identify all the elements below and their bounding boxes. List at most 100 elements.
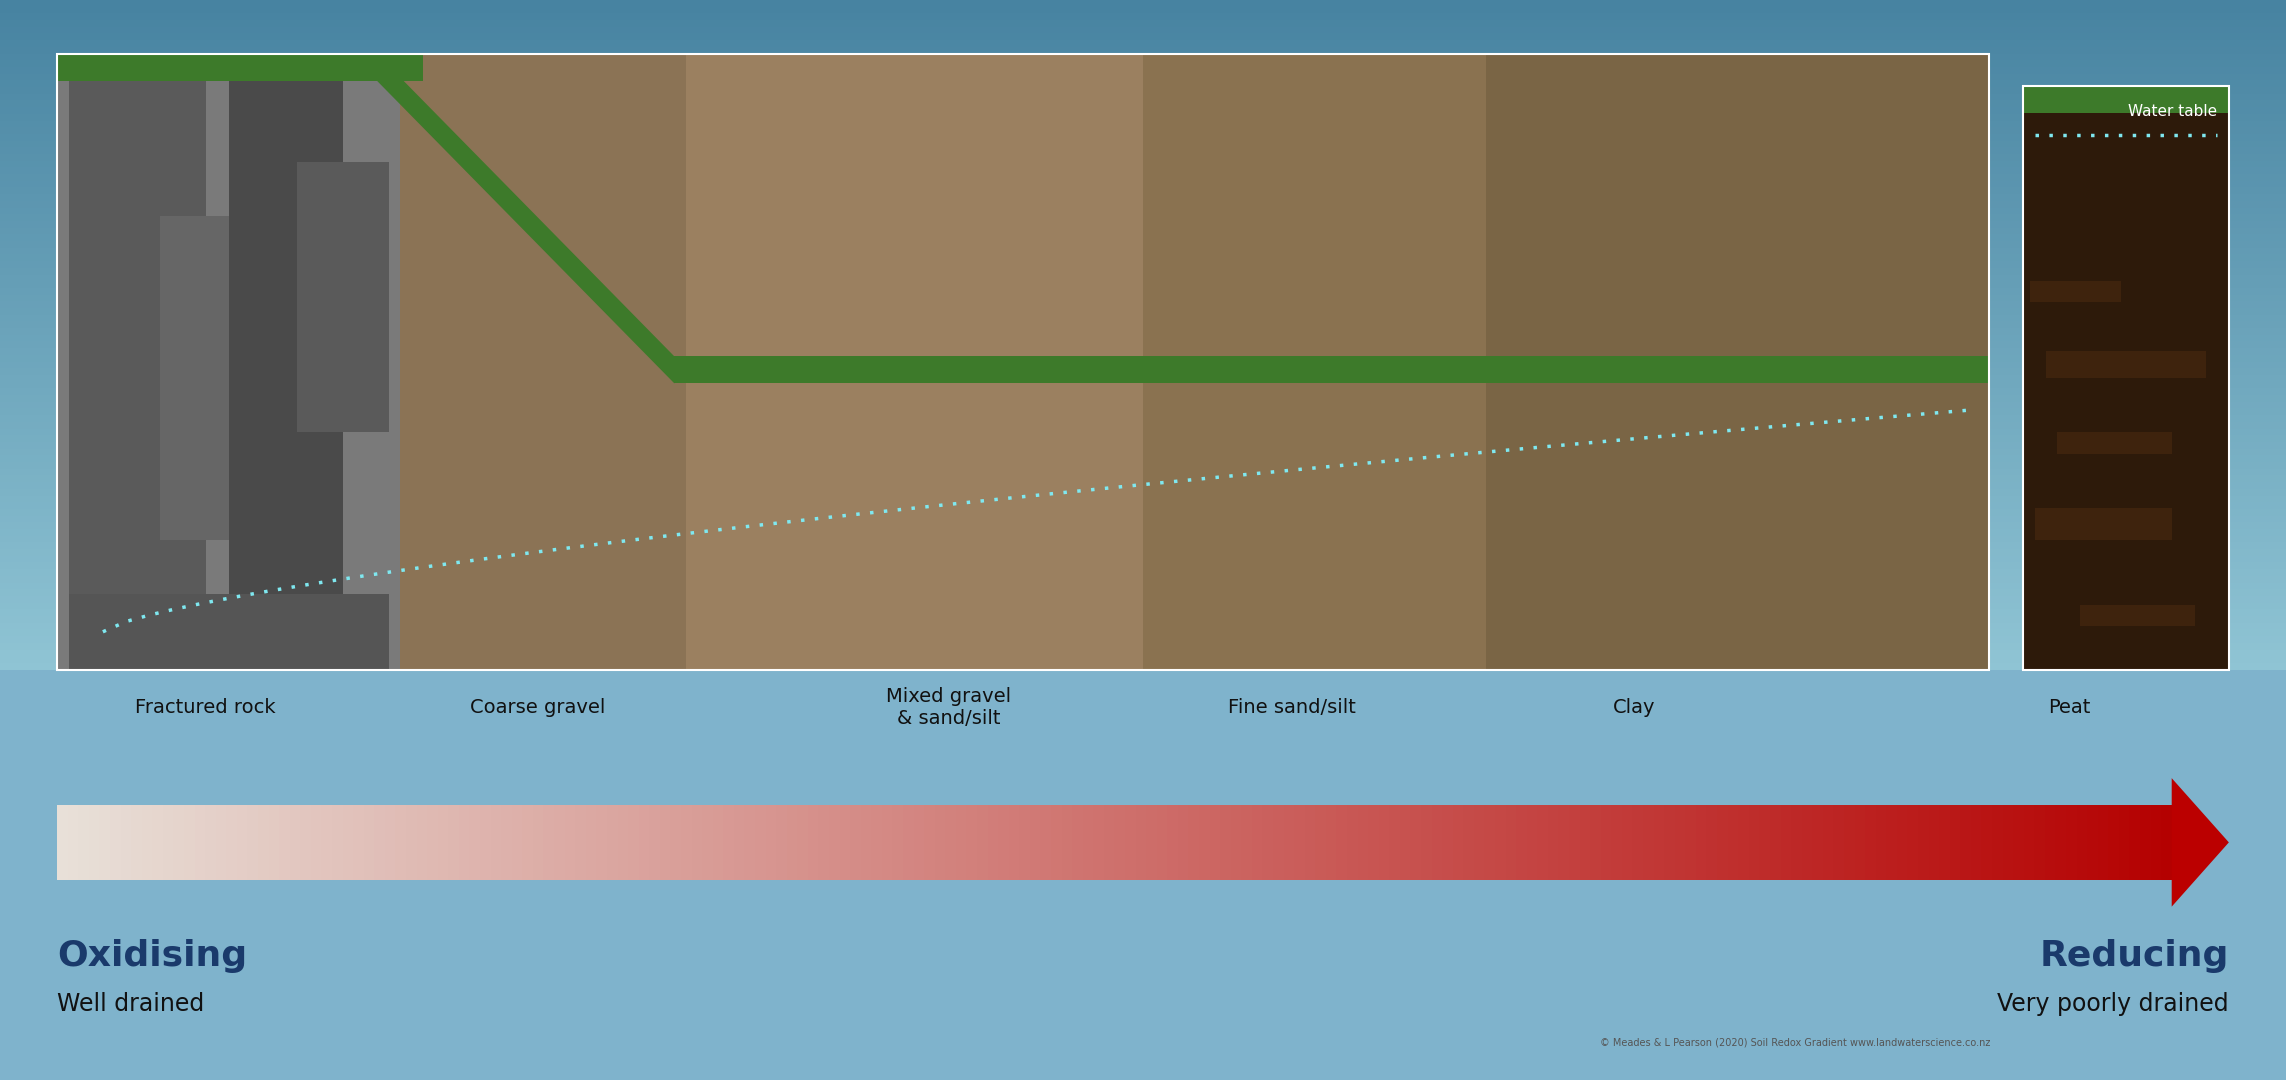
Bar <box>0 636 2286 643</box>
Bar <box>777 805 789 880</box>
Bar <box>110 805 123 880</box>
Bar <box>0 167 2286 174</box>
Text: Clay: Clay <box>1614 698 1655 717</box>
Bar <box>1612 805 1623 880</box>
Bar <box>0 596 2286 603</box>
Bar <box>1305 805 1317 880</box>
Bar <box>0 60 2286 67</box>
Bar <box>1939 805 1952 880</box>
Bar <box>229 54 343 648</box>
Bar <box>1769 805 1783 880</box>
Bar <box>0 21 2286 27</box>
Bar <box>1072 805 1086 880</box>
Bar <box>0 348 2286 355</box>
Bar <box>0 73 2286 80</box>
Bar <box>1442 805 1454 880</box>
Bar <box>1676 805 1687 880</box>
Bar <box>914 805 926 880</box>
Bar <box>363 805 377 880</box>
Bar <box>754 805 768 880</box>
Bar <box>0 596 2286 603</box>
Bar <box>0 80 2286 87</box>
Bar <box>160 216 251 540</box>
Bar <box>1845 805 1856 880</box>
Bar <box>1008 805 1022 880</box>
Bar <box>1390 805 1401 880</box>
Bar <box>0 121 2286 127</box>
Bar <box>0 295 2286 301</box>
Bar <box>0 649 2286 657</box>
Bar <box>0 194 2286 201</box>
Bar <box>0 603 2286 609</box>
Bar <box>2035 508 2172 540</box>
Bar <box>279 805 293 880</box>
Bar <box>0 107 2286 113</box>
Bar <box>1031 805 1042 880</box>
Bar <box>681 805 695 880</box>
Bar <box>0 6 2286 13</box>
Bar <box>1536 805 1550 880</box>
Bar <box>0 201 2286 207</box>
Bar <box>576 805 588 880</box>
Bar <box>1104 805 1116 880</box>
Bar <box>0 456 2286 462</box>
Bar <box>0 422 2286 429</box>
Bar <box>247 805 261 880</box>
Bar <box>0 502 2286 509</box>
Bar <box>2080 605 2195 626</box>
Bar <box>437 805 450 880</box>
Bar <box>1052 805 1063 880</box>
Bar <box>0 54 2286 60</box>
Bar <box>0 134 2286 140</box>
Bar <box>0 549 2286 556</box>
Bar <box>0 328 2286 335</box>
Bar <box>892 805 905 880</box>
Bar <box>153 805 165 880</box>
Bar <box>0 643 2286 649</box>
Bar <box>734 805 748 880</box>
Bar <box>0 274 2286 281</box>
Bar <box>702 805 716 880</box>
Bar <box>1484 805 1497 880</box>
Bar <box>1950 805 1961 880</box>
Bar <box>0 429 2286 435</box>
Bar <box>0 556 2286 563</box>
Bar <box>0 442 2286 448</box>
Bar <box>57 54 400 670</box>
Bar <box>0 489 2286 496</box>
Polygon shape <box>2172 778 2229 907</box>
Bar <box>649 805 663 880</box>
Bar <box>2023 86 2229 113</box>
Bar <box>1093 805 1106 880</box>
Bar <box>0 100 2286 107</box>
Bar <box>215 805 229 880</box>
Bar <box>290 805 302 880</box>
Bar <box>2023 805 2037 880</box>
Bar <box>2023 86 2229 670</box>
Bar <box>238 805 249 880</box>
Bar <box>0 355 2286 362</box>
Bar <box>661 805 672 880</box>
Bar <box>1664 805 1678 880</box>
Bar <box>0 27 2286 33</box>
Bar <box>0 509 2286 515</box>
Bar <box>0 268 2286 274</box>
Bar <box>0 448 2286 456</box>
Bar <box>0 241 2286 247</box>
Bar <box>0 161 2286 167</box>
Bar <box>766 805 777 880</box>
Bar <box>924 805 937 880</box>
Bar <box>1378 805 1392 880</box>
Bar <box>839 805 853 880</box>
Bar <box>1982 805 1993 880</box>
Bar <box>0 247 2286 255</box>
Bar <box>258 805 272 880</box>
Bar <box>0 94 2286 100</box>
Bar <box>2067 805 2078 880</box>
Bar <box>1262 805 1276 880</box>
Bar <box>597 805 608 880</box>
Bar <box>1285 805 1296 880</box>
Bar <box>0 529 2286 536</box>
Bar <box>331 805 345 880</box>
Bar <box>0 288 2286 295</box>
